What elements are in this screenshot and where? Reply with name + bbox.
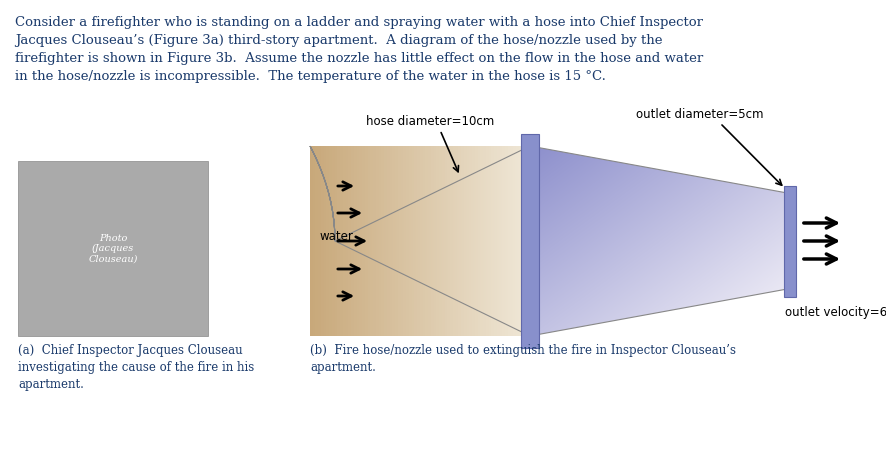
Bar	[517, 146, 520, 336]
Bar	[417, 146, 421, 336]
Bar	[502, 146, 506, 336]
Bar	[335, 146, 338, 336]
Bar	[321, 146, 325, 336]
Bar	[505, 146, 509, 336]
Bar	[428, 146, 432, 336]
Bar	[450, 146, 454, 336]
Bar	[420, 146, 424, 336]
Bar	[510, 146, 515, 336]
Bar	[398, 146, 401, 336]
Bar	[453, 146, 457, 336]
Bar	[340, 146, 344, 336]
Bar	[447, 146, 451, 336]
Bar	[439, 146, 443, 336]
Bar	[376, 146, 380, 336]
Bar	[445, 146, 448, 336]
Text: water: water	[320, 229, 354, 242]
Text: Photo
(Jacques
Clouseau): Photo (Jacques Clouseau)	[89, 233, 137, 263]
Bar	[525, 146, 528, 336]
Bar	[346, 146, 349, 336]
Bar	[313, 146, 316, 336]
Text: outlet velocity=6ms⁻¹: outlet velocity=6ms⁻¹	[785, 306, 886, 319]
Bar	[351, 146, 355, 336]
Bar	[489, 146, 493, 336]
Bar	[497, 146, 501, 336]
Bar	[409, 146, 413, 336]
Bar	[442, 146, 446, 336]
Bar	[467, 146, 470, 336]
Bar	[494, 146, 498, 336]
Bar	[327, 146, 330, 336]
Bar	[378, 146, 383, 336]
Bar	[357, 146, 361, 336]
Bar	[486, 146, 490, 336]
Text: outlet diameter=5cm: outlet diameter=5cm	[636, 108, 764, 121]
Bar	[382, 146, 385, 336]
Bar	[18, 161, 208, 336]
Bar	[458, 146, 462, 336]
Bar	[323, 146, 328, 336]
Text: hose diameter=10cm: hose diameter=10cm	[366, 115, 494, 128]
Bar	[527, 146, 531, 336]
Bar	[508, 146, 512, 336]
Bar	[310, 146, 314, 336]
Bar	[415, 146, 418, 336]
Text: Consider a firefighter who is standing on a ladder and spraying water with a hos: Consider a firefighter who is standing o…	[15, 16, 703, 83]
Bar	[362, 146, 366, 336]
Bar	[462, 146, 465, 336]
Bar	[343, 146, 346, 336]
Bar	[514, 146, 517, 336]
Bar	[392, 146, 396, 336]
Bar	[395, 146, 399, 336]
Bar	[360, 146, 363, 336]
Bar	[348, 146, 353, 336]
Bar	[423, 146, 426, 336]
Bar	[500, 146, 503, 336]
Bar	[338, 146, 341, 336]
Bar	[519, 146, 523, 336]
Bar	[368, 146, 371, 336]
Bar	[475, 146, 478, 336]
Bar	[365, 146, 369, 336]
Bar	[330, 146, 333, 336]
Bar	[431, 146, 435, 336]
Bar	[522, 146, 525, 336]
Bar	[403, 146, 408, 336]
Bar	[521, 134, 539, 348]
Bar	[400, 146, 405, 336]
Bar	[784, 185, 796, 296]
Bar	[373, 146, 377, 336]
Bar	[315, 146, 319, 336]
Text: (a)  Chief Inspector Jacques Clouseau
investigating the cause of the fire in his: (a) Chief Inspector Jacques Clouseau inv…	[18, 344, 254, 391]
Bar	[318, 146, 322, 336]
Bar	[390, 146, 393, 336]
Bar	[332, 146, 336, 336]
Bar	[434, 146, 438, 336]
Bar	[370, 146, 374, 336]
Bar	[464, 146, 468, 336]
Bar	[387, 146, 391, 336]
Bar	[407, 146, 410, 336]
Bar	[480, 146, 485, 336]
Bar	[412, 146, 416, 336]
Text: (b)  Fire hose/nozzle used to extinguish the fire in Inspector Clouseau’s
apartm: (b) Fire hose/nozzle used to extinguish …	[310, 344, 736, 374]
Bar	[385, 146, 388, 336]
Bar	[437, 146, 440, 336]
Bar	[492, 146, 495, 336]
Bar	[472, 146, 476, 336]
Bar	[470, 146, 473, 336]
Bar	[483, 146, 487, 336]
Bar	[425, 146, 429, 336]
Bar	[354, 146, 358, 336]
Bar	[455, 146, 460, 336]
Bar	[478, 146, 481, 336]
